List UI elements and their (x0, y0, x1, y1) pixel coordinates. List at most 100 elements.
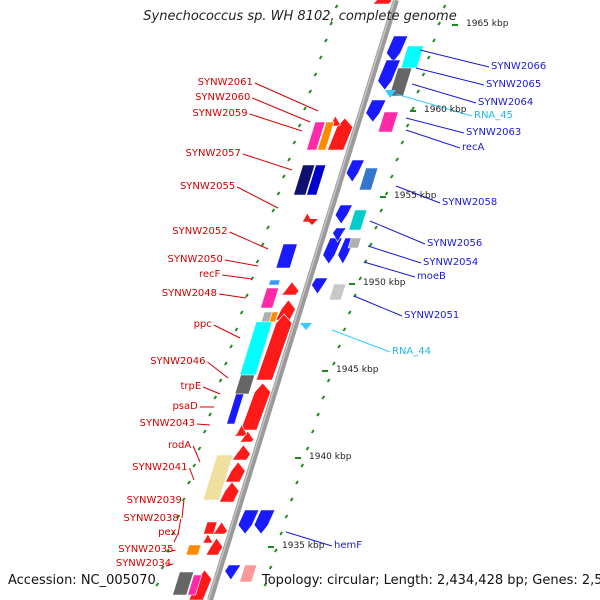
forward-gene (306, 219, 318, 225)
minor-tick (218, 378, 223, 383)
tick-label: 1955 kbp (394, 191, 437, 201)
left-gene-label: recF (198, 269, 221, 280)
forward-gene-cyan (239, 321, 273, 376)
left-gene-label: SYNW2041 (132, 462, 188, 473)
minor-tick (342, 327, 347, 332)
minor-tick (308, 89, 313, 94)
minor-tick (432, 38, 436, 43)
right-gene-label: SYNW2063 (466, 127, 522, 138)
left-gene-label: rodA (167, 440, 192, 451)
reverse-gene (377, 59, 401, 91)
leader-line-right (419, 49, 490, 68)
minor-tick (266, 225, 270, 230)
leader-line-left (192, 445, 201, 463)
minor-tick (421, 72, 426, 77)
left-gene-label: SYNW2059 (192, 108, 248, 119)
forward-gene (240, 382, 271, 431)
forward-gene-orange (317, 121, 335, 151)
right-gene-label: SYNW2051 (404, 310, 460, 321)
minor-tick (208, 412, 212, 417)
minor-tick (411, 106, 415, 111)
leader-line-left (242, 153, 293, 171)
leader-line-left (165, 563, 174, 567)
leader-line-left (229, 231, 269, 250)
forward-gene (255, 313, 293, 381)
right-gene-label: SYNW2056 (427, 238, 483, 249)
forward-gene-pink (306, 121, 326, 151)
minor-tick (324, 38, 328, 43)
minor-tick (332, 361, 336, 366)
minor-tick (442, 4, 447, 9)
minor-tick (160, 565, 165, 570)
tick-label: 1940 kbp (309, 452, 352, 462)
minor-tick (347, 310, 352, 315)
leader-line-left (249, 113, 303, 132)
minor-tick (426, 55, 431, 60)
forward-gene (225, 461, 246, 483)
reverse-gene (365, 99, 387, 123)
forward-gene (203, 521, 218, 535)
reverse-gene-pink (377, 111, 399, 133)
forward-gene-lightblue (268, 279, 281, 286)
forward-gene (232, 424, 248, 437)
forward-gene-pink (260, 287, 280, 309)
right-gene-label: moeB (417, 271, 446, 282)
leader-line-left (218, 293, 247, 299)
minor-tick (300, 463, 305, 468)
minor-tick (166, 548, 170, 553)
minor-tick (289, 497, 294, 502)
left-gene-label: SYNW2057 (185, 148, 241, 159)
genes-layer (172, 0, 425, 600)
left-gene-label: trpE (180, 381, 202, 392)
left-gene-label: SYNW2052 (172, 226, 228, 237)
minor-tick (279, 531, 283, 536)
reverse-gene (345, 159, 365, 183)
minor-tick (384, 191, 389, 196)
forward-gene (200, 533, 214, 544)
minor-tick (329, 21, 334, 26)
minor-tick (274, 548, 278, 553)
right-gene-label: SYNW2066 (491, 61, 547, 72)
left-gene-label: SYNW2055 (179, 181, 236, 192)
forward-gene-pink (187, 574, 203, 596)
leader-line-left (252, 97, 311, 123)
rna-marker (300, 323, 312, 330)
forward-gene (231, 444, 251, 461)
minor-tick (379, 208, 384, 213)
minor-tick (337, 344, 341, 349)
reverse-gene-cyan (400, 45, 425, 69)
leader-line-left (181, 500, 185, 519)
reverse-gene (334, 204, 353, 225)
leader-line-left (188, 467, 195, 481)
minor-tick (297, 123, 302, 128)
minor-tick (313, 72, 318, 77)
leader-line-right (369, 220, 426, 245)
minor-tick (416, 89, 421, 94)
leader-line-right (353, 295, 403, 317)
left-gene-label: SYNW2043 (139, 418, 195, 429)
minor-tick (316, 412, 320, 417)
leader-line-left (213, 324, 241, 339)
minor-tick (239, 310, 244, 315)
leader-line-left (177, 518, 182, 536)
accession-text: Accession: NC_005070 (8, 573, 156, 588)
minor-tick (187, 480, 191, 485)
tick-label: 1960 kbp (424, 105, 467, 115)
minor-tick (292, 140, 297, 145)
minor-tick (374, 225, 378, 230)
minor-tick (437, 21, 442, 26)
minor-tick (303, 106, 307, 111)
left-gene-label: SYNW2061 (197, 77, 253, 88)
forward-gene-orange (268, 311, 279, 323)
minor-tick (276, 191, 281, 196)
minor-tick (229, 344, 233, 349)
left-gene-label: SYNW2048 (161, 288, 218, 299)
reverse-gene (322, 237, 343, 265)
minor-tick (271, 208, 276, 213)
tick-label: 1945 kbp (336, 365, 379, 375)
reverse-gene (224, 564, 242, 581)
leader-line-rna (395, 93, 473, 117)
leader-line-left (203, 386, 221, 395)
minor-tick (326, 378, 331, 383)
